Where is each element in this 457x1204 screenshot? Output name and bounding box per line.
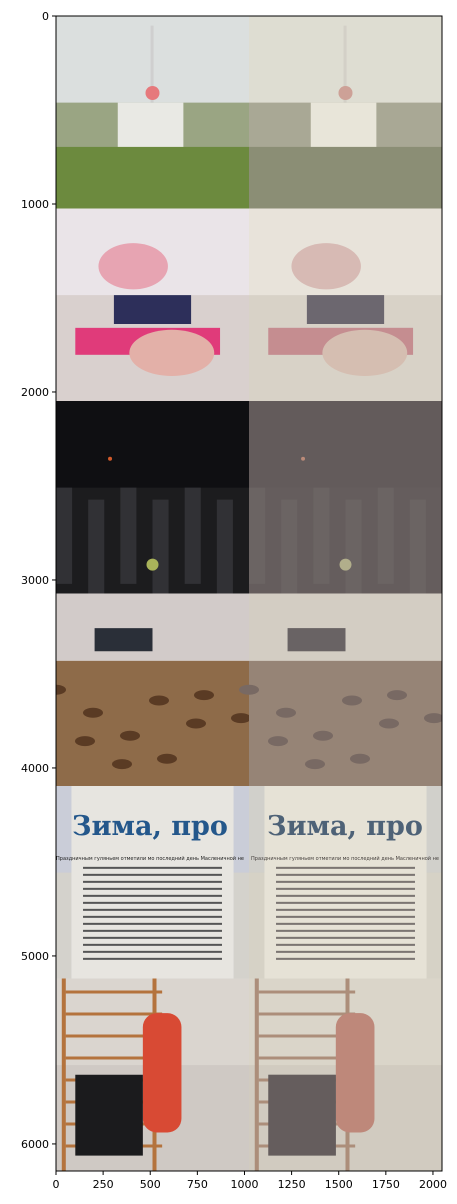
y-tick-label: 2000 [21, 386, 49, 399]
y-tick-label: 1000 [21, 198, 49, 211]
panel-punching-bag-and-wall-bars-original [56, 978, 249, 1171]
newspaper-subhead-left: Праздничным гуляньем отметили мо последн… [56, 855, 244, 862]
x-tick-label: 0 [53, 1178, 60, 1191]
y-tick-label: 0 [42, 10, 49, 23]
x-axis-ticks: 0 250 500 750 1000 1250 1500 1750 2000 [53, 1171, 447, 1191]
panel-dark-checkered-floor-original [56, 401, 249, 596]
newspaper-headline-right: Зима, про [267, 811, 423, 842]
panel-punching-bag-and-wall-bars-processed [249, 978, 442, 1171]
x-tick-label: 500 [140, 1178, 161, 1191]
newspaper-headline-left: Зима, про [72, 811, 228, 842]
panel-toys-on-shelf-original [56, 208, 249, 401]
panel-building-tower-on-hill-processed [249, 16, 442, 209]
panel-dark-checkered-floor-processed [249, 401, 442, 596]
y-tick-label: 3000 [21, 574, 49, 587]
x-tick-label: 2000 [419, 1178, 447, 1191]
panel-leopard-blanket-bed-processed [239, 593, 442, 786]
image-panels [56, 16, 442, 1171]
y-tick-label: 6000 [21, 1138, 49, 1151]
x-tick-label: 1250 [278, 1178, 306, 1191]
newspaper-subhead-right: Праздничным гуляньем отметили мо последн… [251, 855, 439, 862]
y-tick-label: 4000 [21, 762, 49, 775]
y-tick-label: 5000 [21, 950, 49, 963]
panel-toys-on-shelf-processed [249, 208, 442, 401]
x-tick-label: 750 [187, 1178, 208, 1191]
x-tick-label: 1000 [230, 1178, 258, 1191]
x-tick-label: 1500 [325, 1178, 353, 1191]
panel-newspaper-page-processed [249, 786, 442, 979]
panel-leopard-blanket-bed-original [56, 593, 251, 786]
x-tick-label: 1750 [372, 1178, 400, 1191]
y-axis-ticks: 0 1000 2000 3000 4000 5000 6000 [21, 10, 56, 1151]
panel-building-tower-on-hill-original [56, 16, 249, 209]
x-tick-label: 250 [93, 1178, 114, 1191]
axes-frame [55, 15, 443, 1172]
panel-newspaper-page-original [56, 786, 249, 979]
